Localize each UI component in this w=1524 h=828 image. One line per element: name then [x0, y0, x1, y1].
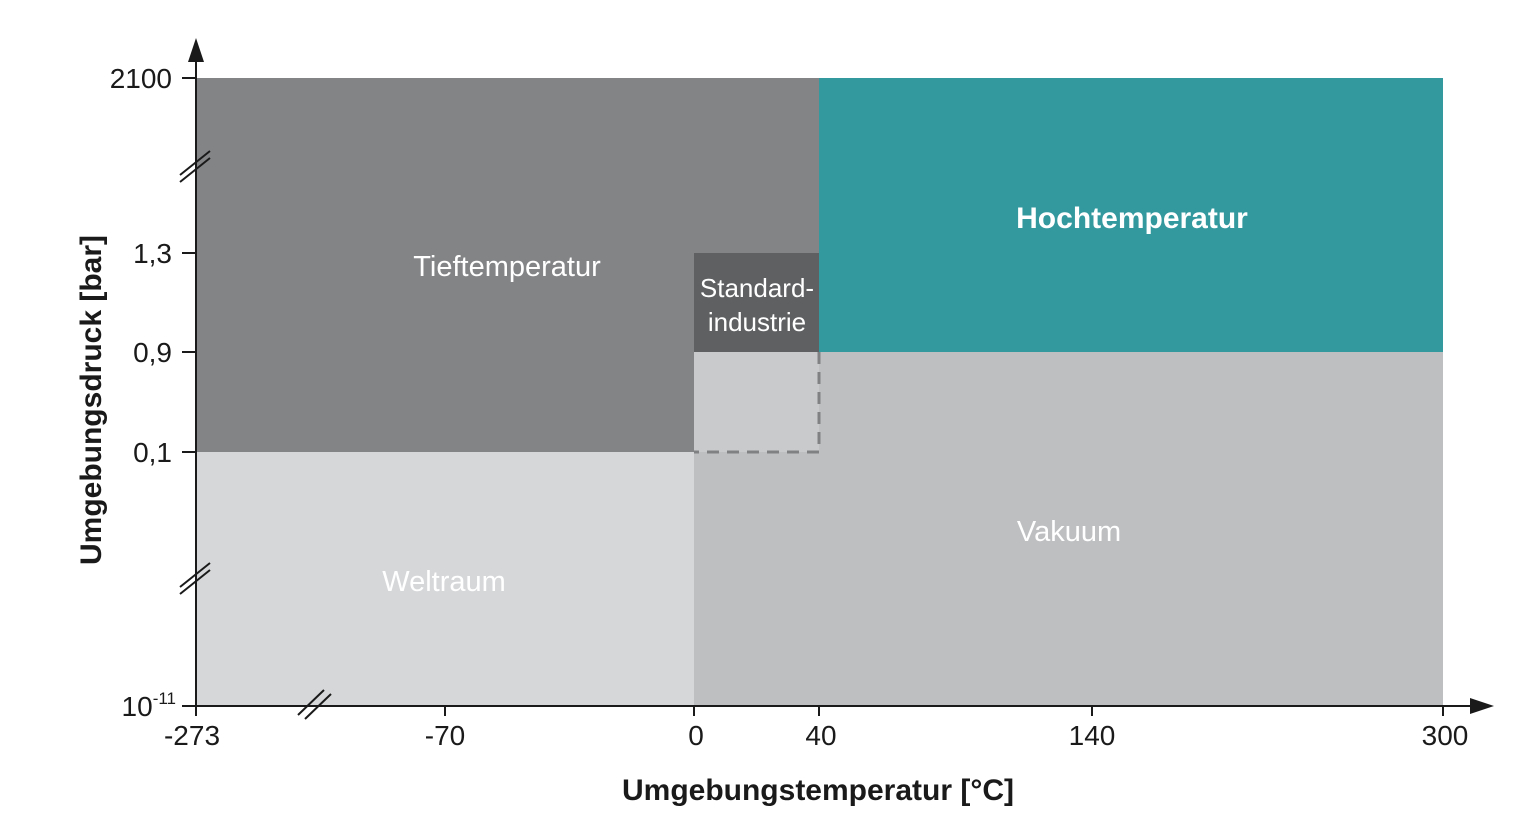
- y-tick-base: 10: [122, 691, 153, 722]
- x-tick-label-0: 0: [688, 720, 704, 751]
- x-axis-arrow: [1470, 698, 1494, 714]
- y-axis-title: Umgebungsdruck [bar]: [75, 235, 108, 565]
- label-standardindustrie-line2: industrie: [708, 307, 806, 337]
- y-tick-label-1-3: 1,3: [133, 238, 172, 269]
- y-tick-label-2100: 2100: [110, 63, 172, 94]
- region-overlap-zone: [694, 352, 819, 452]
- y-tick-label-0-1: 0,1: [133, 437, 172, 468]
- label-standardindustrie-line1: Standard-: [700, 273, 814, 303]
- label-tieftemperatur: Tieftemperatur: [413, 251, 601, 283]
- y-axis-break-lower: [179, 562, 211, 595]
- y-tick-exponent: -11: [153, 689, 176, 708]
- region-weltraum: [196, 452, 694, 706]
- y-axis-break-upper: [179, 150, 211, 183]
- x-axis-break: [297, 689, 332, 720]
- label-weltraum: Weltraum: [382, 566, 506, 598]
- y-tick-label-0-9: 0,9: [133, 337, 172, 368]
- y-tick-marks: [182, 77, 196, 707]
- x-tick-label-minus273: -273: [164, 720, 220, 751]
- region-hochtemperatur: [819, 78, 1443, 352]
- x-tick-marks: [195, 706, 1444, 716]
- y-tick-label-1e-11: 10-11: [122, 689, 176, 722]
- x-tick-label-40: 40: [805, 720, 836, 751]
- x-tick-label-minus70: -70: [425, 720, 465, 751]
- label-vakuum: Vakuum: [1017, 516, 1121, 548]
- region-standardindustrie: [694, 253, 819, 352]
- y-axis-arrow: [188, 38, 204, 62]
- x-tick-label-300: 300: [1422, 720, 1469, 751]
- dashed-boundary: [694, 352, 821, 454]
- x-tick-label-140: 140: [1069, 720, 1116, 751]
- x-axis-title: Umgebungstemperatur [°C]: [622, 774, 1014, 807]
- label-hochtemperatur: Hochtemperatur: [1016, 202, 1248, 235]
